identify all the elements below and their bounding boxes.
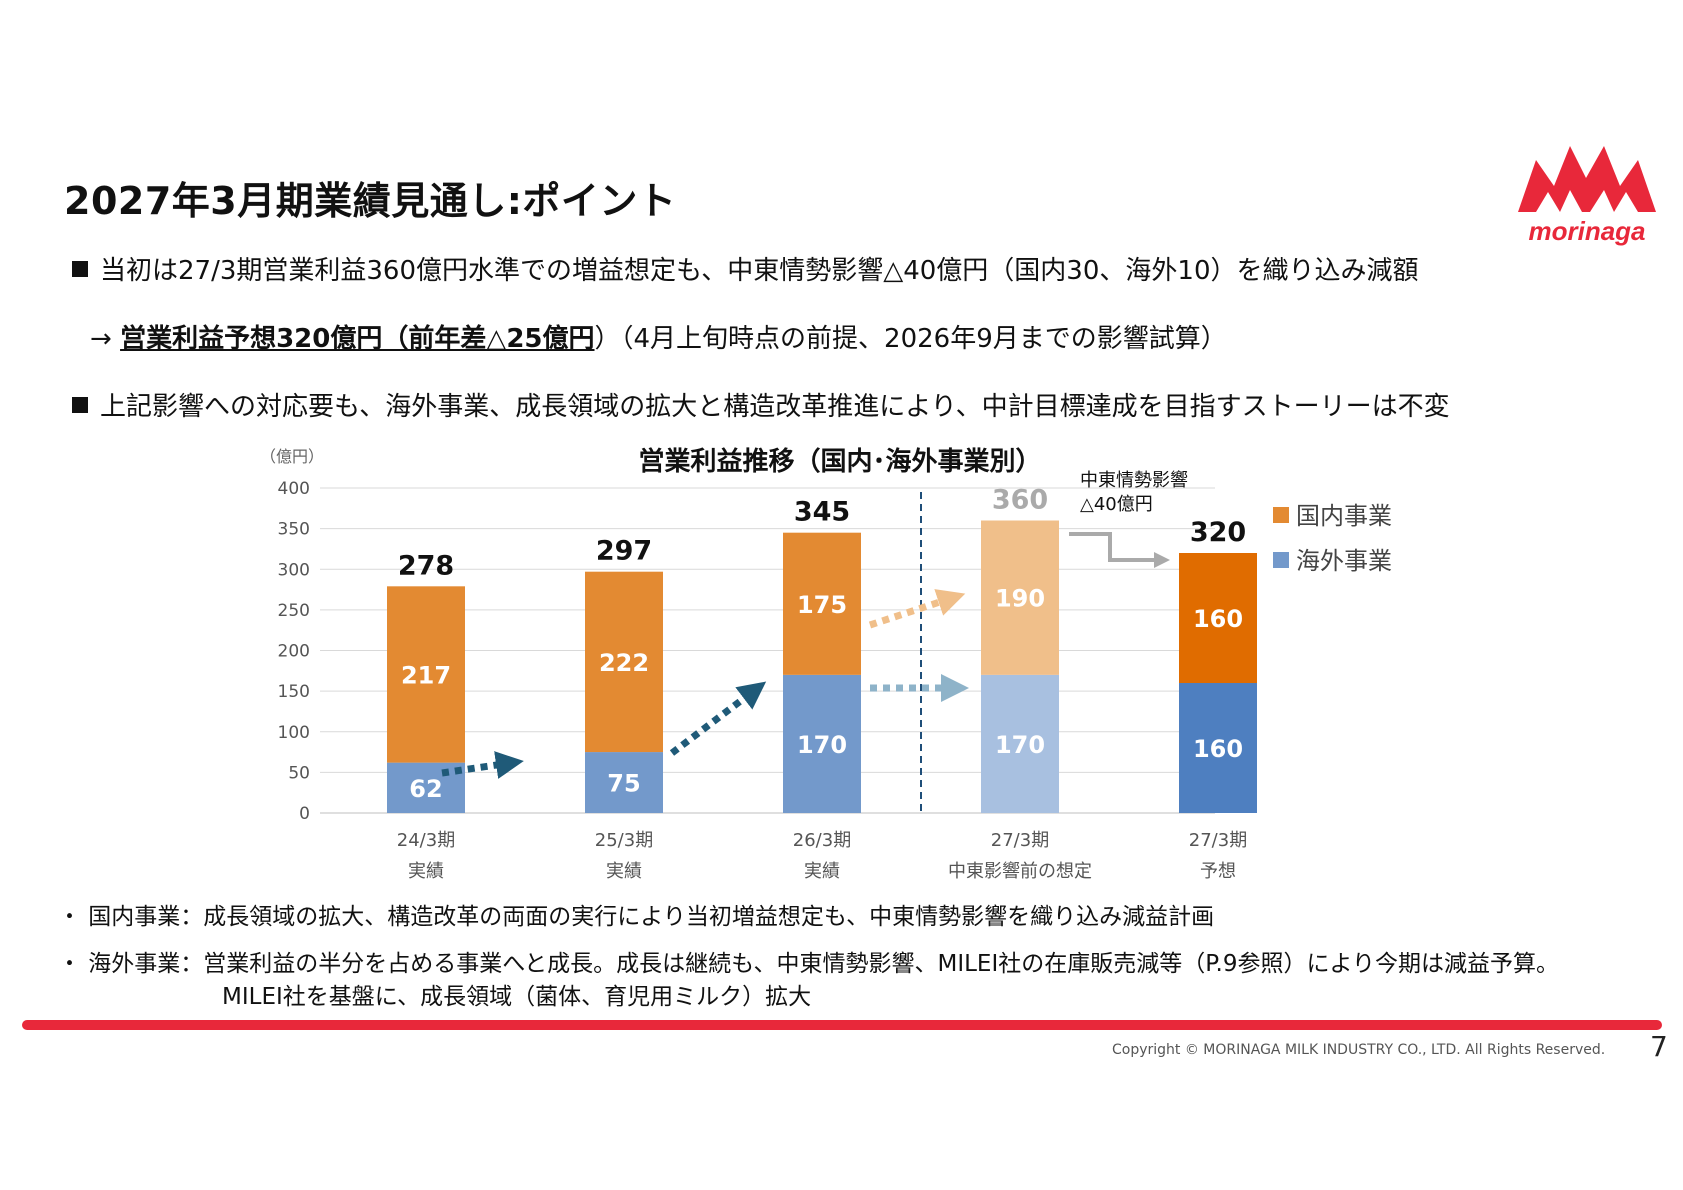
bar-domestic xyxy=(387,586,465,763)
legend-swatch-overseas xyxy=(1273,552,1289,568)
x-tick-label-type: 中東影響前の想定 xyxy=(948,861,1092,882)
x-tick-label-period: 27/3期 xyxy=(1189,830,1247,851)
y-tick-label: 150 xyxy=(278,682,310,702)
data-label-total: 278 xyxy=(398,550,454,581)
bar-overseas xyxy=(981,674,1059,813)
right-arrow-icon: → xyxy=(90,324,121,354)
x-tick-label-type: 実績 xyxy=(408,861,444,882)
data-label-overseas: 170 xyxy=(797,731,847,759)
operating-profit-chart: 0 50 100 150 200 250 300 350 400 62 217 278 24/3期実績… xyxy=(260,447,1392,883)
bar-domestic xyxy=(585,571,663,753)
data-label-domestic: 175 xyxy=(797,591,847,619)
legend: 国内事業 海外事業 xyxy=(1273,502,1392,575)
impact-arrow xyxy=(1069,532,1170,568)
x-tick-label-type: 実績 xyxy=(804,861,840,882)
x-tick-label-period: 24/3期 xyxy=(397,830,455,851)
bullet-square-icon xyxy=(72,261,88,277)
x-tick-label-type: 予想 xyxy=(1200,861,1236,882)
profit-forecast-emphasis: 営業利益予想320億円（前年差△25億円 xyxy=(120,324,595,354)
y-tick-label: 0 xyxy=(299,804,310,824)
bullet-1-text: 当初は27/3期営業利益360億円水準での増益想定も、中東情勢影響△40億円（国… xyxy=(100,256,1419,286)
x-tick-label-period: 26/3期 xyxy=(793,830,851,851)
data-label-overseas: 62 xyxy=(409,775,442,803)
bullet-2: → 営業利益予想320億円（前年差△25億円）（4月上旬時点の前提、2026年9… xyxy=(90,318,1227,355)
chart-arrows xyxy=(441,532,1170,779)
data-label-total: 297 xyxy=(596,536,652,567)
data-label-domestic: 190 xyxy=(995,585,1045,613)
note-overseas-line2: MILEI社を基盤に、成長領域（菌体、育児用ミルク）拡大 xyxy=(222,984,812,1010)
y-tick-label: 200 xyxy=(278,642,310,662)
chart-bars xyxy=(387,520,1257,813)
annotation-line-1: 中東情勢影響 xyxy=(1080,470,1188,491)
legend-swatch-domestic xyxy=(1273,507,1289,523)
data-label-overseas: 75 xyxy=(607,770,640,798)
bar-overseas xyxy=(387,762,465,813)
chart-title: 営業利益推移（国内･海外事業別） xyxy=(638,447,1041,477)
data-label-overseas: 160 xyxy=(1193,735,1243,763)
bar-overseas xyxy=(585,752,663,813)
y-tick-label: 300 xyxy=(278,560,310,580)
logo-mark-icon xyxy=(1518,146,1656,212)
forecast-arrow-domestic xyxy=(868,589,966,629)
growth-arrow-1 xyxy=(441,751,524,779)
bar-domestic xyxy=(1179,553,1257,683)
bullet-2-rest: ）（4月上旬時点の前提、2026年9月までの影響試算） xyxy=(594,324,1227,354)
copyright: Copyright © MORINAGA MILK INDUSTRY CO., … xyxy=(1112,1042,1606,1058)
data-label-total: 345 xyxy=(794,497,850,528)
page-title: 2027年3月期業績見通し:ポイント xyxy=(64,179,677,223)
note-overseas: ・ 海外事業：営業利益の半分を占める事業へと成長。成長は継続も、中東情勢影響、M… xyxy=(58,951,1559,977)
y-tick-label: 50 xyxy=(288,763,310,783)
bullet-3: 上記影響への対応要も、海外事業、成長領域の拡大と構造改革推進により、中計目標達成… xyxy=(72,386,1450,423)
data-label-domestic: 217 xyxy=(401,661,451,689)
legend-label-overseas: 海外事業 xyxy=(1296,547,1392,575)
y-axis-unit: （億円） xyxy=(260,447,324,466)
data-label-total: 360 xyxy=(992,485,1048,516)
y-tick-label: 100 xyxy=(278,723,310,743)
growth-arrow-2 xyxy=(669,681,767,756)
bar-overseas xyxy=(1179,683,1257,813)
bar-overseas xyxy=(783,674,861,813)
bar-domestic xyxy=(783,532,861,675)
x-tick-label-period: 27/3期 xyxy=(991,830,1049,851)
annotation-line-2: △40億円 xyxy=(1080,494,1153,515)
y-tick-label: 250 xyxy=(278,601,310,621)
bullet-square-icon xyxy=(72,397,88,413)
bar-domestic xyxy=(981,520,1059,675)
y-tick-label: 350 xyxy=(278,520,310,540)
data-label-total: 320 xyxy=(1190,517,1246,548)
legend-label-domestic: 国内事業 xyxy=(1296,502,1392,530)
logo-wordmark: morinaga xyxy=(1528,216,1645,246)
footer-divider xyxy=(22,1020,1662,1030)
y-axis-ticks: 0 50 100 150 200 250 300 350 400 xyxy=(278,479,310,824)
bullet-1: 当初は27/3期営業利益360億円水準での増益想定も、中東情勢影響△40億円（国… xyxy=(72,250,1418,287)
note-domestic: ・ 国内事業：成長領域の拡大、構造改革の両面の実行により当初増益想定も、中東情勢… xyxy=(58,904,1215,930)
x-tick-label-period: 25/3期 xyxy=(595,830,653,851)
page-number: 7 xyxy=(1650,1030,1668,1063)
data-label-domestic: 222 xyxy=(599,649,649,677)
y-tick-label: 400 xyxy=(278,479,310,499)
morinaga-logo: morinaga xyxy=(1514,140,1660,250)
x-tick-label-type: 実績 xyxy=(606,861,642,882)
data-label-domestic: 160 xyxy=(1193,605,1243,633)
bullet-3-text: 上記影響への対応要も、海外事業、成長領域の拡大と構造改革推進により、中計目標達成… xyxy=(100,392,1450,422)
data-label-overseas: 170 xyxy=(995,731,1045,759)
